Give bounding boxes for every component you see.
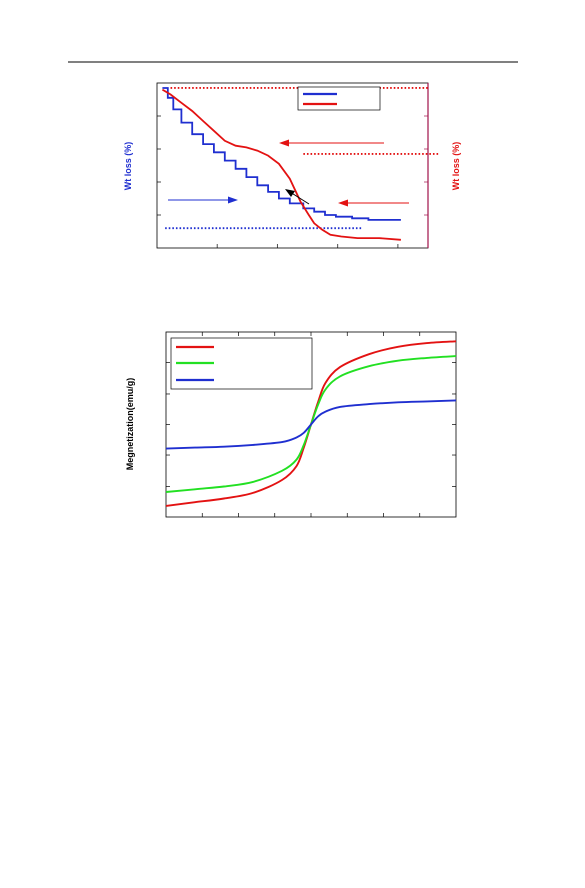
- mag-series-blue: [165, 399, 457, 450]
- tga-ylabel-right: Wt loss (%): [451, 142, 461, 191]
- magnetization-chart: Megnetization(emu/g): [125, 331, 457, 518]
- tga-arrow-red-lower: [338, 199, 409, 207]
- tga-arrow-black: [285, 189, 310, 205]
- tga-series-blue: [162, 87, 401, 221]
- tga-arrow-blue: [168, 196, 238, 204]
- mag-series-group: [165, 340, 457, 507]
- tga-ylabel-left: Wt loss (%): [123, 142, 133, 191]
- tga-reference-lines: [165, 87, 439, 230]
- mag-ylabel: Megnetization(emu/g): [125, 378, 135, 471]
- tga-arrow-red-upper: [279, 139, 384, 147]
- tga-ticks: [157, 115, 428, 248]
- tga-chart: Wt loss (%) Wt loss (%): [123, 82, 461, 249]
- mag-ticks: [166, 332, 456, 517]
- tga-legend-box: [297, 86, 381, 111]
- tga-series-red: [161, 88, 401, 241]
- tga-series-group: [161, 87, 401, 241]
- tga-plot-area: [156, 82, 429, 249]
